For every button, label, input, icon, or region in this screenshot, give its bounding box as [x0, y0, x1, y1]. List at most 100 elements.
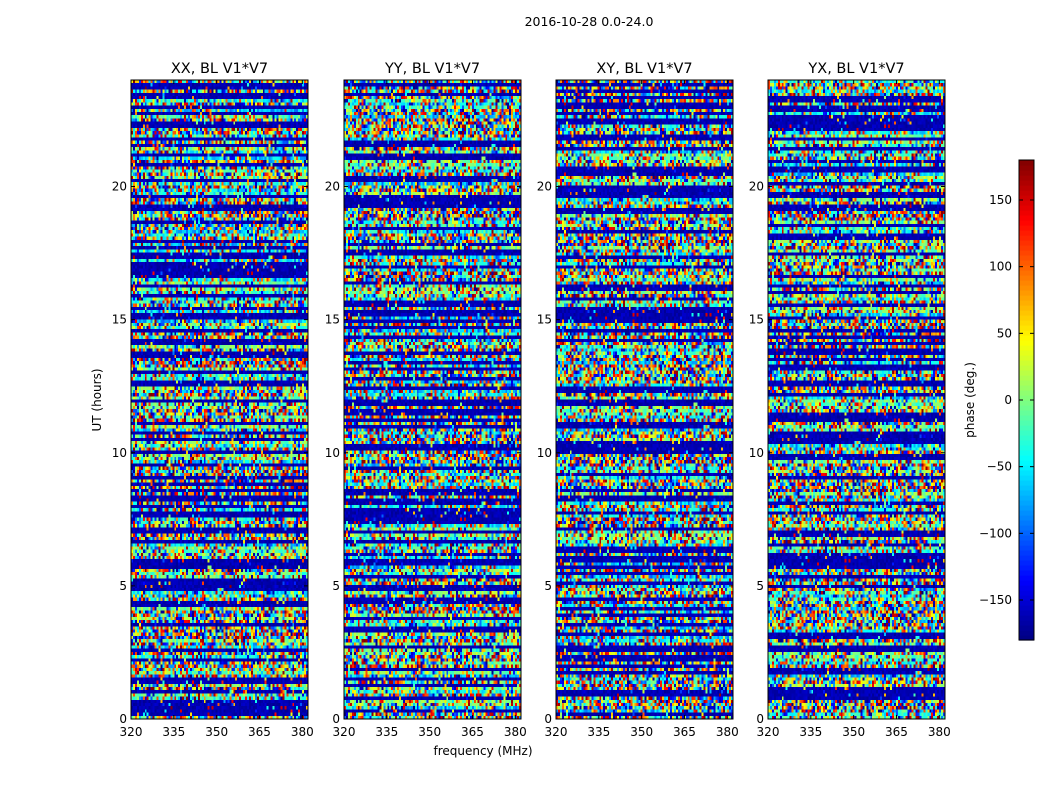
- colorbar-step-53: [1019, 370, 1034, 376]
- colorbar-step-76: [1019, 255, 1034, 261]
- figure-suptitle: 2016-10-28 0.0-24.0: [525, 14, 654, 29]
- colorbar-step-59: [1019, 340, 1034, 346]
- y-tick-label-3-10: 10: [749, 446, 764, 460]
- axes-frame-0: [130, 79, 309, 720]
- colorbar-step-6: [1019, 605, 1034, 611]
- colorbar-step-28: [1019, 495, 1034, 501]
- x-tick-label-0-320: 320: [120, 725, 143, 739]
- colorbar-step-5: [1019, 610, 1034, 616]
- colorbar-step-95: [1019, 160, 1034, 166]
- colorbar: −150 −100 −50 0 50 100 150: [979, 159, 1035, 641]
- colorbar-step-40: [1019, 435, 1034, 441]
- x-tick-label-3-350: 350: [842, 725, 865, 739]
- colorbar-step-51: [1019, 380, 1034, 386]
- y-tick-label-1-10: 10: [325, 446, 340, 460]
- x-axis-label: frequency (MHz): [433, 744, 532, 758]
- colorbar-step-74: [1019, 265, 1034, 271]
- colorbar-step-44: [1019, 415, 1034, 421]
- panel-title-3: YX, BL V1*V7: [807, 61, 904, 77]
- x-tick-label-2-320: 320: [545, 725, 568, 739]
- colorbar-step-71: [1019, 280, 1034, 286]
- colorbar-step-65: [1019, 310, 1034, 316]
- y-axis-label: UT (hours): [90, 368, 104, 431]
- colorbar-step-12: [1019, 575, 1034, 581]
- y-tick-label-0-5: 5: [119, 579, 127, 593]
- y-tick-label-0-10: 10: [112, 446, 127, 460]
- colorbar-step-24: [1019, 515, 1034, 521]
- colorbar-step-52: [1019, 375, 1034, 381]
- colorbar-step-36: [1019, 455, 1034, 461]
- y-tick-label-3-15: 15: [749, 313, 764, 327]
- colorbar-label: phase (deg.): [963, 362, 977, 438]
- colorbar-step-0: [1019, 635, 1034, 641]
- colorbar-step-35: [1019, 460, 1034, 466]
- axes-frame-2: [555, 79, 734, 720]
- colorbar-step-86: [1019, 205, 1034, 211]
- colorbar-step-42: [1019, 425, 1034, 431]
- x-tick-label-2-380: 380: [716, 725, 739, 739]
- colorbar-step-8: [1019, 595, 1034, 601]
- colorbar-step-67: [1019, 300, 1034, 306]
- colorbar-step-33: [1019, 470, 1034, 476]
- colorbar-step-89: [1019, 190, 1034, 196]
- y-tick-label-3-0: 0: [756, 712, 764, 726]
- colorbar-step-79: [1019, 240, 1034, 246]
- colorbar-step-57: [1019, 350, 1034, 356]
- colorbar-step-4: [1019, 615, 1034, 621]
- y-tick-label-2-15: 15: [537, 313, 552, 327]
- colorbar-step-69: [1019, 290, 1034, 296]
- colorbar-step-45: [1019, 410, 1034, 416]
- heatmap-3: [768, 80, 945, 719]
- colorbar-step-37: [1019, 450, 1034, 456]
- colorbar-tick-label-50: 50: [997, 326, 1012, 340]
- colorbar-step-30: [1019, 485, 1034, 491]
- colorbar-step-60: [1019, 335, 1034, 341]
- panel-2: XY, BL V1*V7 320 335 350 365 380 0 5 10 15 20: [537, 61, 739, 739]
- colorbar-step-2: [1019, 625, 1034, 631]
- colorbar-step-22: [1019, 525, 1034, 531]
- colorbar-step-7: [1019, 600, 1034, 606]
- panel-0: XX, BL V1*V7 320 335 350 365 380 0 5 10 15 20: [112, 61, 314, 739]
- colorbar-step-14: [1019, 565, 1034, 571]
- colorbar-step-73: [1019, 270, 1034, 276]
- colorbar-step-88: [1019, 195, 1034, 201]
- colorbar-step-55: [1019, 360, 1034, 366]
- x-tick-label-3-320: 320: [757, 725, 780, 739]
- colorbar-step-49: [1019, 390, 1034, 396]
- panel-title-0: XX, BL V1*V7: [171, 61, 268, 77]
- x-tick-label-0-380: 380: [291, 725, 314, 739]
- colorbar-step-64: [1019, 315, 1034, 321]
- x-tick-label-1-365: 365: [461, 725, 484, 739]
- x-tick-label-2-335: 335: [587, 725, 610, 739]
- colorbar-step-15: [1019, 560, 1034, 566]
- y-tick-label-2-20: 20: [537, 180, 552, 194]
- colorbar-tick-label-0: 0: [1004, 393, 1012, 407]
- colorbar-step-39: [1019, 440, 1034, 446]
- colorbar-step-61: [1019, 330, 1034, 336]
- y-tick-label-2-10: 10: [537, 446, 552, 460]
- colorbar-tick-label-150: 150: [989, 193, 1012, 207]
- colorbar-step-20: [1019, 535, 1034, 541]
- colorbar-step-10: [1019, 585, 1034, 591]
- colorbar-step-13: [1019, 570, 1034, 576]
- colorbar-step-41: [1019, 430, 1034, 436]
- colorbar-step-48: [1019, 395, 1034, 401]
- heatmap-0: [131, 80, 308, 719]
- y-tick-label-0-15: 15: [112, 313, 127, 327]
- colorbar-step-27: [1019, 500, 1034, 506]
- panel-title-1: YY, BL V1*V7: [384, 61, 480, 77]
- colorbar-step-16: [1019, 555, 1034, 561]
- colorbar-step-83: [1019, 220, 1034, 226]
- x-tick-label-1-380: 380: [504, 725, 527, 739]
- colorbar-step-31: [1019, 480, 1034, 486]
- colorbar-step-94: [1019, 165, 1034, 171]
- colorbar-step-19: [1019, 540, 1034, 546]
- colorbar-step-23: [1019, 520, 1034, 526]
- x-tick-label-3-365: 365: [885, 725, 908, 739]
- colorbar-step-84: [1019, 215, 1034, 221]
- x-tick-label-2-365: 365: [673, 725, 696, 739]
- y-tick-label-1-0: 0: [332, 712, 340, 726]
- panel-3: YX, BL V1*V7 320 335 350 365 380 0 5 10 15 20: [749, 61, 951, 739]
- x-tick-label-0-335: 335: [162, 725, 185, 739]
- colorbar-step-92: [1019, 175, 1034, 181]
